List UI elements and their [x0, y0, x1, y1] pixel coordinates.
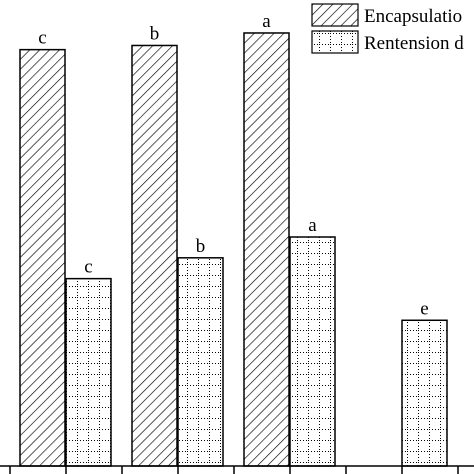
x-axis-ticks [9, 466, 459, 474]
bar-label-series2-cat4: e [420, 298, 428, 319]
legend-label-encapsulation: Encapsulatio [364, 6, 462, 27]
bar-series1-cat2 [131, 44, 178, 467]
bar-label-series1-cat3: a [262, 11, 271, 32]
bar-labels-layer: c b a c b a e [38, 11, 428, 319]
bar-series1-cat1 [19, 48, 66, 467]
bar-series2-cat2 [177, 257, 224, 467]
legend-swatch-retention [311, 30, 359, 54]
bar-label-series1-cat1: c [38, 28, 46, 49]
bar-label-series1-cat2: b [150, 23, 160, 44]
legend-entry-encapsulation: Encapsulatio [311, 3, 462, 27]
bar-series2-cat1 [65, 277, 112, 467]
bar-label-series2-cat3: a [308, 215, 317, 236]
bar-label-series2-cat1: c [84, 257, 92, 278]
bar-label-series2-cat2: b [196, 236, 206, 257]
legend-entry-retention: Rentension d [311, 30, 464, 54]
bar-series1-cat3 [243, 32, 290, 467]
bar-series2-cat3 [289, 236, 336, 467]
legend: Encapsulatio Rentension d [311, 3, 464, 54]
bar-series2-cat4 [401, 319, 448, 467]
legend-label-retention: Rentension d [364, 33, 464, 54]
legend-swatch-encapsulation [311, 3, 359, 27]
bars-layer [19, 32, 448, 467]
